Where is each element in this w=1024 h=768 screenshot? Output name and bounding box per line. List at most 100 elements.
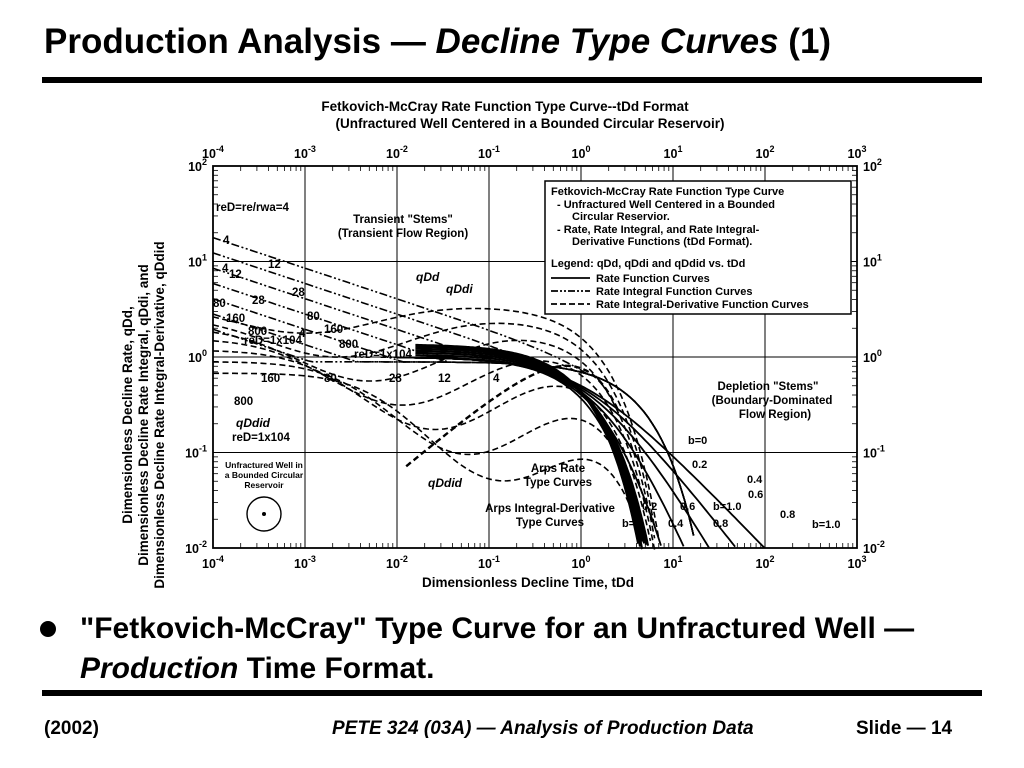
title-rule [42, 77, 982, 83]
svg-text:b=1.0: b=1.0 [812, 519, 840, 531]
footer-rule [42, 690, 982, 696]
footer-course: PETE 324 (03A) — Analysis of Production … [332, 718, 754, 739]
svg-text:Derivative Functions (tDd Form: Derivative Functions (tDd Format). [572, 236, 752, 248]
svg-text:800: 800 [339, 339, 358, 351]
svg-text:Legend: qDd, qDdi and qDdid vs: Legend: qDd, qDdi and qDdid vs. tDd [551, 258, 745, 270]
svg-text:Depletion "Stems": Depletion "Stems" [717, 381, 818, 393]
svg-text:0.6: 0.6 [680, 501, 695, 513]
svg-text:28: 28 [292, 287, 305, 299]
x-tick-label-top: 10-2 [386, 144, 408, 161]
bullet-dot [40, 621, 56, 637]
chart-legend: Fetkovich-McCray Rate Function Type Curv… [544, 180, 852, 315]
type-curve-chart: Fetkovich-McCray Rate Function Type Curv… [120, 99, 885, 590]
x-tick-label-top: 10-4 [202, 144, 224, 161]
chart-title: Fetkovich-McCray Rate Function Type Curv… [321, 99, 689, 114]
x-tick-label-bottom: 103 [848, 554, 867, 571]
svg-text:(Boundary-Dominated: (Boundary-Dominated [712, 395, 833, 407]
svg-text:Transient "Stems": Transient "Stems" [353, 214, 453, 226]
label-qDd: qDd [416, 270, 440, 284]
svg-text:b=0: b=0 [622, 518, 641, 530]
svg-text:Arps Integral-Derivative: Arps Integral-Derivative [485, 503, 615, 515]
integral-curve [212, 267, 695, 536]
svg-text:800: 800 [248, 326, 267, 338]
label-reD-1e4-c: reD=1x104 [232, 432, 290, 444]
rate-curve-transient [415, 343, 640, 544]
svg-text:160: 160 [324, 324, 343, 336]
reD-labels-mid: 160 80 28 12 4 [261, 373, 500, 385]
svg-text:4: 4 [299, 328, 306, 340]
svg-text:Dimensionless Decline Rate Int: Dimensionless Decline Rate Integral, qDd… [136, 264, 151, 566]
label-qDdi: qDdi [446, 282, 473, 296]
derivative-curve [213, 372, 643, 541]
y-axis-title: Dimensionless Decline Rate, qDd, Dimensi… [120, 241, 167, 588]
svg-text:0.8: 0.8 [780, 509, 795, 521]
plot-curves [212, 236, 765, 551]
annotation-arps-derivative: Arps Integral-Derivative Type Curves [485, 503, 615, 529]
legend-entry-rate: Rate Function Curves [596, 273, 710, 285]
svg-text:160: 160 [261, 373, 280, 385]
svg-text:b=0: b=0 [688, 435, 707, 447]
bullet-point: "Fetkovich-McCray" Type Curve for an Unf… [40, 609, 940, 689]
annotation-inset: Unfractured Well in a Bounded Circular R… [225, 460, 304, 490]
svg-text:4: 4 [222, 263, 229, 275]
svg-text:0.2: 0.2 [642, 501, 657, 513]
svg-text:12: 12 [438, 373, 451, 385]
derivative-curve [212, 350, 652, 542]
svg-text:Arps Rate: Arps Rate [531, 463, 585, 475]
svg-text:Unfractured Well in: Unfractured Well in [225, 460, 303, 470]
x-tick-label-bottom: 102 [756, 554, 775, 571]
x-tick-label-bottom: 10-3 [294, 554, 316, 571]
reD-label-800: 800 [234, 396, 253, 408]
svg-text:12: 12 [229, 269, 242, 281]
svg-text:b=1.0: b=1.0 [713, 501, 741, 513]
svg-text:Dimensionless Decline Rate, qD: Dimensionless Decline Rate, qDd, [120, 306, 135, 524]
svg-text:160: 160 [226, 313, 245, 325]
svg-text:28: 28 [389, 373, 402, 385]
x-tick-label-top: 103 [848, 144, 867, 161]
svg-text:0.8: 0.8 [713, 518, 728, 530]
label-qDdid-top: qDdid [236, 416, 271, 430]
y-tick-label-left: 10-1 [185, 444, 207, 461]
label-reD-top: reD=re/rwa=4 [216, 202, 289, 214]
x-tick-label-bottom: 10-4 [202, 554, 224, 571]
svg-text:4: 4 [223, 235, 230, 247]
svg-text:a Bounded Circular: a Bounded Circular [225, 470, 304, 480]
x-tick-label-top: 101 [664, 144, 683, 161]
y-tick-label-left: 10-2 [185, 539, 207, 556]
label-qDdid-bottom: qDdid [428, 476, 463, 490]
x-tick-label-bottom: 101 [664, 554, 683, 571]
x-axis-title: Dimensionless Decline Time, tDd [422, 575, 634, 590]
svg-text:- Unfractured Well Centered in: - Unfractured Well Centered in a Bounded [557, 199, 775, 211]
x-tick-label-bottom: 100 [572, 554, 591, 571]
inset-well-dot [262, 512, 266, 516]
label-reD-1e4-b: reD=1x104 [354, 349, 412, 361]
integral-curve [212, 313, 695, 536]
derivative-curve [212, 307, 660, 539]
x-tick-label-top: 100 [572, 144, 591, 161]
y-tick-label-right: 100 [863, 348, 882, 365]
integral-curve [212, 252, 695, 536]
svg-text:Flow Region): Flow Region) [739, 409, 811, 421]
y-tick-label-right: 101 [863, 253, 882, 270]
b-labels-arps: 0.2 0.6 b=1.0 b=0 0.4 0.8 [622, 501, 741, 530]
tick-labels: 10-4 10-4 10-3 10-3 10-2 10-2 10-1 10-1 100 100 10… [185, 144, 885, 571]
svg-text:Fetkovich-McCray Rate Function: Fetkovich-McCray Rate Function Type Curv… [551, 186, 784, 198]
legend-entry-derivative: Rate Integral-Derivative Function Curves [596, 299, 809, 311]
y-tick-label-right: 10-1 [863, 444, 885, 461]
x-tick-label-top: 102 [756, 144, 775, 161]
inset-reservoir-circle [246, 496, 282, 532]
derivative-curve [212, 361, 647, 537]
derivative-curve [212, 331, 656, 539]
svg-text:(Transient Flow Region): (Transient Flow Region) [338, 228, 469, 240]
svg-text:0.6: 0.6 [748, 489, 763, 501]
svg-text:Type Curves: Type Curves [524, 477, 592, 489]
footer-year: (2002) [44, 718, 99, 739]
svg-text:80: 80 [324, 373, 337, 385]
x-tick-label-top: 10-3 [294, 144, 316, 161]
annotation-depletion: Depletion "Stems" (Boundary-Dominated Fl… [712, 381, 833, 421]
chart-subtitle: (Unfractured Well Centered in a Bounded … [335, 116, 724, 131]
annotation-transient: Transient "Stems" (Transient Flow Region… [338, 214, 469, 240]
slide-title: Production Analysis — Decline Type Curve… [44, 22, 832, 61]
annotation-arps-rate: Arps Rate Type Curves [524, 463, 592, 489]
derivative-curve [212, 340, 656, 551]
